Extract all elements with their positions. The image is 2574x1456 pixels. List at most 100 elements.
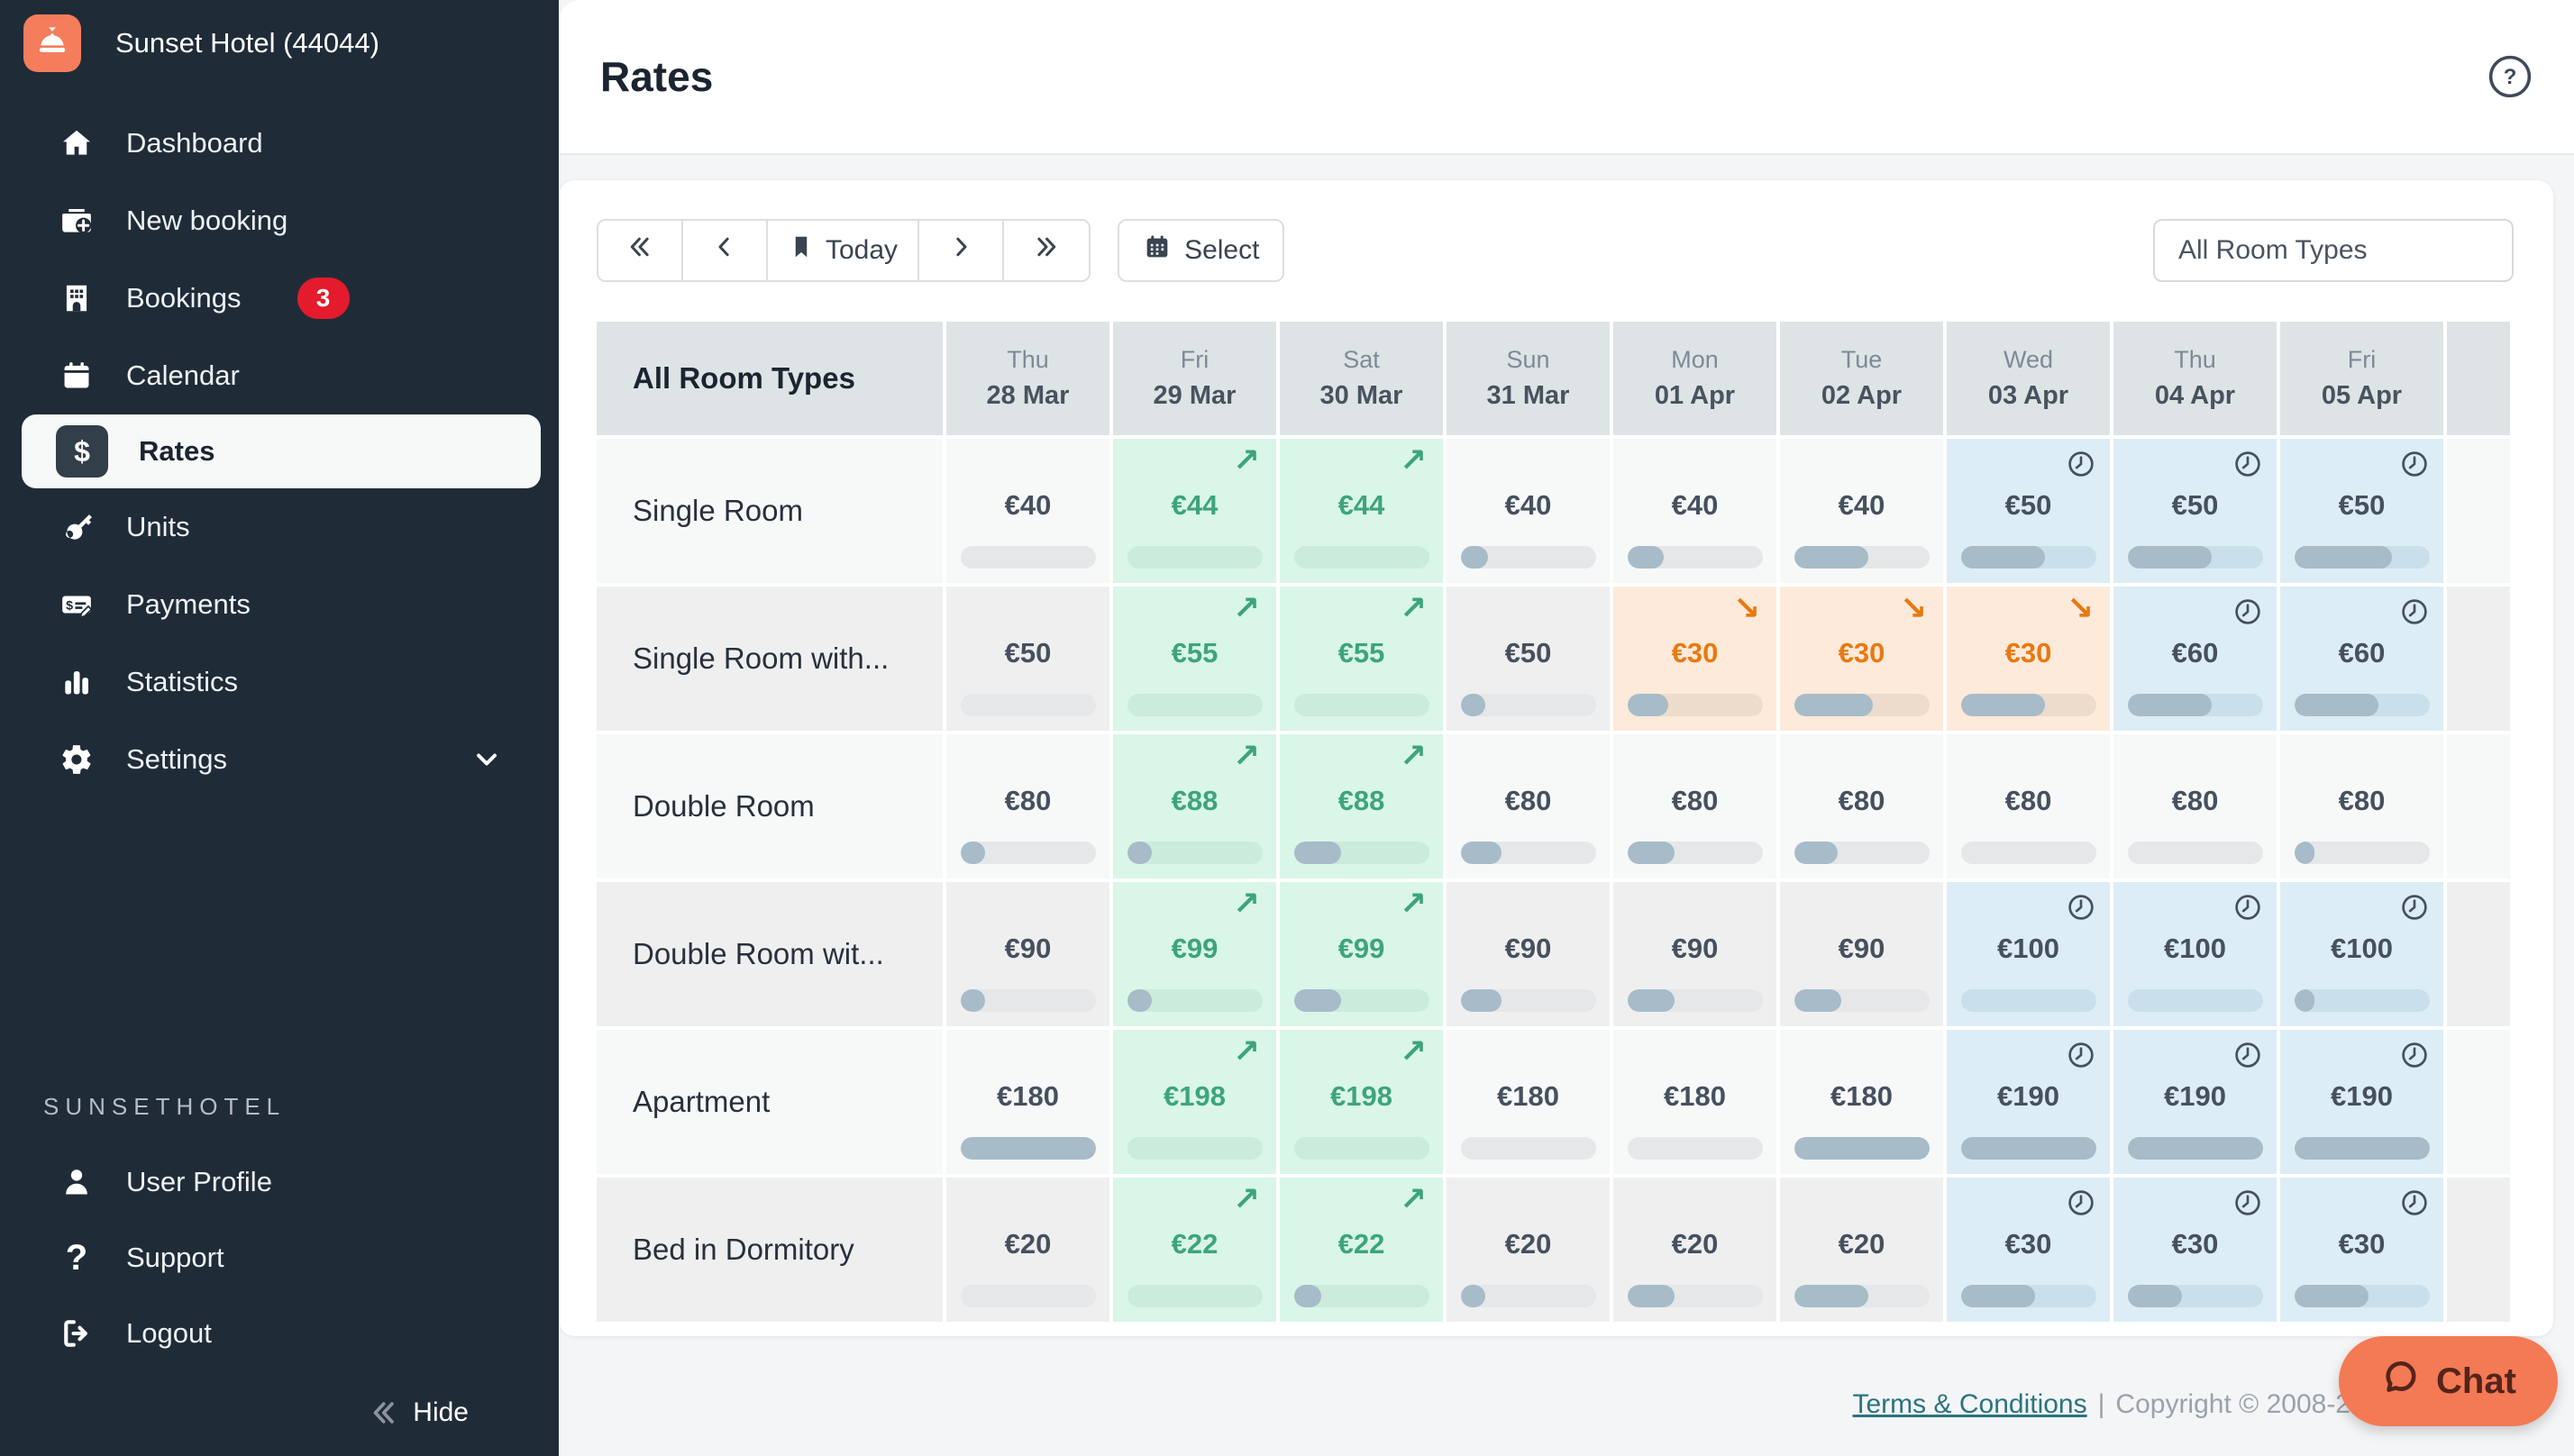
rate-cell[interactable]: ↗ €44 <box>1113 439 1276 583</box>
rate-cell[interactable]: €30 <box>2280 1178 2443 1322</box>
rate-cell[interactable]: ↗ €44 <box>1280 439 1443 583</box>
rate-price: €100 <box>2164 933 2226 964</box>
sidebar-item-logout[interactable]: Logout <box>0 1296 559 1371</box>
chat-button[interactable]: Chat <box>2339 1336 2558 1426</box>
rate-cell[interactable]: ↗ €22 <box>1113 1178 1276 1322</box>
next-button[interactable] <box>919 221 1005 280</box>
occupancy-bar-fill <box>1127 842 1152 864</box>
rate-price: €55 <box>1171 637 1219 669</box>
room-type-filter[interactable]: All Room Types <box>2153 219 2514 282</box>
terms-link[interactable]: Terms & Conditions <box>1852 1389 2087 1419</box>
rate-cell[interactable]: €20 <box>1780 1178 1943 1322</box>
rate-cell[interactable]: ↗ €55 <box>1280 587 1443 731</box>
help-button[interactable]: ? <box>2487 54 2533 99</box>
rate-cell[interactable]: €60 <box>2113 587 2277 731</box>
occupancy-bar <box>1627 1285 1763 1307</box>
rate-cell[interactable]: €80 <box>1780 734 1943 878</box>
rate-cell[interactable]: €80 <box>1613 734 1776 878</box>
rate-cell[interactable]: ↗ €198 <box>1113 1030 1276 1174</box>
rate-cell[interactable]: €60 <box>2280 587 2443 731</box>
rate-cell[interactable]: €190 <box>2280 1030 2443 1174</box>
rate-cell[interactable]: €180 <box>1447 1030 1610 1174</box>
occupancy-bar <box>1127 1137 1263 1160</box>
occupancy-bar-fill <box>1460 694 1485 716</box>
sidebar-item-calendar[interactable]: Calendar <box>0 337 559 414</box>
rate-cell[interactable]: €30 <box>2113 1178 2277 1322</box>
rate-cell[interactable]: €100 <box>1947 882 2110 1026</box>
rate-cell[interactable]: ↘ €30 <box>1947 587 2110 731</box>
rate-cell[interactable]: €80 <box>2113 734 2277 878</box>
rate-cell[interactable]: ↗ €55 <box>1113 587 1276 731</box>
rate-cell[interactable]: €20 <box>1447 1178 1610 1322</box>
rate-cell[interactable]: €50 <box>1947 439 2110 583</box>
clock-icon <box>2232 448 2264 480</box>
rate-cell[interactable]: ↗ €198 <box>1280 1030 1443 1174</box>
jump-back-button[interactable] <box>598 221 683 280</box>
rate-cell[interactable]: €90 <box>1447 882 1610 1026</box>
jump-forward-button[interactable] <box>1004 221 1090 280</box>
room-type-label: Single Room <box>597 439 943 583</box>
occupancy-bar-fill <box>2294 1285 2369 1307</box>
rate-cell[interactable]: ↗ €99 <box>1280 882 1443 1026</box>
rate-cell[interactable]: €180 <box>1780 1030 1943 1174</box>
sidebar-item-units[interactable]: Units <box>0 488 559 566</box>
rate-cell[interactable]: ↘ €30 <box>1613 587 1776 731</box>
occupancy-bar <box>1960 694 2096 716</box>
hide-sidebar-button[interactable]: Hide <box>0 1384 559 1442</box>
trend-up-icon: ↗ <box>1232 737 1260 774</box>
rate-cell[interactable]: ↗ €22 <box>1280 1178 1443 1322</box>
rate-cell[interactable]: €180 <box>946 1030 1109 1174</box>
rate-cell[interactable]: €190 <box>2113 1030 2277 1174</box>
sidebar-item-dashboard[interactable]: Dashboard <box>0 105 559 182</box>
rate-cell[interactable]: €100 <box>2280 882 2443 1026</box>
prev-button[interactable] <box>683 221 768 280</box>
sidebar-item-label: Dashboard <box>126 127 263 159</box>
sidebar-item-rates[interactable]: $ Rates <box>22 414 541 488</box>
rate-cell[interactable]: €40 <box>1780 439 1943 583</box>
rate-cell[interactable]: €80 <box>946 734 1109 878</box>
rate-cell[interactable]: €20 <box>1613 1178 1776 1322</box>
rate-cell-partial <box>2447 439 2510 583</box>
rate-cell[interactable]: €90 <box>1613 882 1776 1026</box>
occupancy-bar-fill <box>1960 1137 2096 1160</box>
select-date-button[interactable]: Select <box>1118 219 1285 282</box>
sidebar-item-statistics[interactable]: Statistics <box>0 643 559 721</box>
sidebar-item-settings[interactable]: Settings <box>0 721 559 798</box>
rate-cell[interactable]: €50 <box>946 587 1109 731</box>
rate-cell[interactable]: €90 <box>1780 882 1943 1026</box>
sidebar-item-new-booking[interactable]: New booking <box>0 182 559 259</box>
sidebar-item-label: Bookings <box>126 282 242 314</box>
sidebar-item-user-profile[interactable]: User Profile <box>0 1144 559 1220</box>
rate-cell[interactable]: €30 <box>1947 1178 2110 1322</box>
rate-cell[interactable]: €50 <box>1447 587 1610 731</box>
sidebar-item-payments[interactable]: $ Payments <box>0 566 559 643</box>
rate-cell[interactable]: €50 <box>2113 439 2277 583</box>
rate-cell[interactable]: €190 <box>1947 1030 2110 1174</box>
rate-cell[interactable]: €80 <box>1447 734 1610 878</box>
sidebar: Sunset Hotel (44044) Dashboard New bookin… <box>0 0 559 1456</box>
today-button[interactable]: Today <box>768 221 920 280</box>
rate-cell[interactable]: €40 <box>1613 439 1776 583</box>
rate-cell[interactable]: ↘ €30 <box>1780 587 1943 731</box>
rate-cell[interactable]: €90 <box>946 882 1109 1026</box>
rate-cell[interactable]: €40 <box>1447 439 1610 583</box>
rate-cell[interactable]: ↗ €88 <box>1280 734 1443 878</box>
sidebar-item-bookings[interactable]: Bookings 3 <box>0 259 559 337</box>
rate-cell[interactable]: €40 <box>946 439 1109 583</box>
rate-cell[interactable]: €80 <box>2280 734 2443 878</box>
rate-price: €198 <box>1164 1080 1226 1112</box>
clock-icon <box>2398 596 2431 628</box>
trend-up-icon: ↗ <box>1399 1033 1427 1069</box>
rate-cell[interactable]: ↗ €88 <box>1113 734 1276 878</box>
statistics-icon <box>58 663 96 701</box>
rate-cell[interactable]: ↗ €99 <box>1113 882 1276 1026</box>
rate-cell[interactable]: €180 <box>1613 1030 1776 1174</box>
rate-cell[interactable]: €100 <box>2113 882 2277 1026</box>
room-type-label: Apartment <box>597 1030 943 1174</box>
app-logo-bell-icon[interactable] <box>23 14 81 72</box>
rate-cell[interactable]: €20 <box>946 1178 1109 1322</box>
rate-cell[interactable]: €50 <box>2280 439 2443 583</box>
sidebar-item-support[interactable]: ? Support <box>0 1220 559 1296</box>
occupancy-bar <box>1960 546 2096 569</box>
rate-cell[interactable]: €80 <box>1947 734 2110 878</box>
